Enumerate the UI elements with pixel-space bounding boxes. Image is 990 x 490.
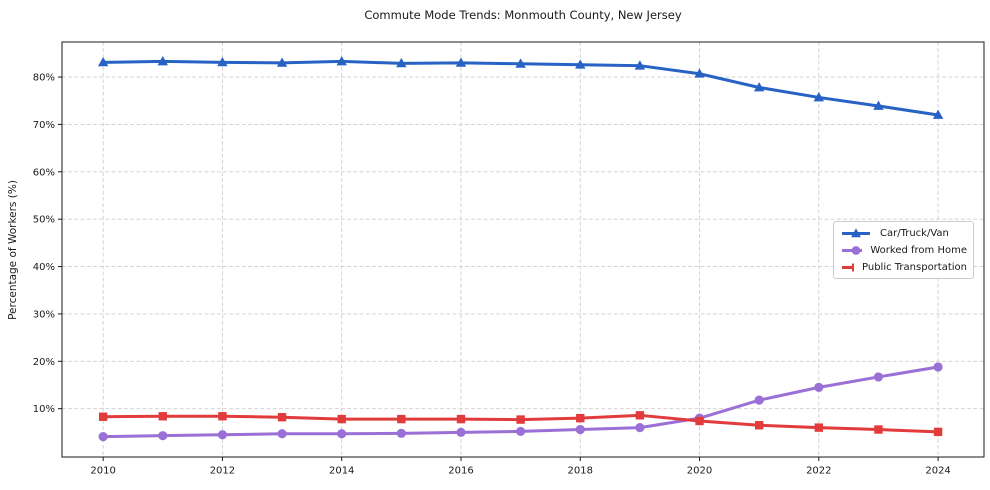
circle-marker	[456, 427, 466, 437]
circle-marker	[217, 430, 228, 440]
square-marker	[337, 414, 346, 424]
triangle-marker	[97, 56, 109, 67]
square-marker	[576, 413, 585, 423]
legend-item: Car/Truck/Van	[840, 225, 967, 241]
circle-marker	[158, 431, 168, 441]
circle-marker	[814, 382, 824, 392]
x-tick-label: 2024	[925, 466, 950, 477]
circle-marker	[933, 362, 943, 372]
y-tick-label: 70%	[33, 120, 55, 131]
y-tick-label: 60%	[33, 167, 55, 178]
square-marker	[456, 414, 466, 424]
square-marker	[516, 415, 525, 424]
legend-item: Public Transportation	[840, 259, 967, 275]
triangle-marker	[813, 92, 825, 102]
x-tick-label: 2010	[90, 466, 115, 477]
square-marker	[635, 411, 645, 420]
y-tick-label: 40%	[33, 262, 55, 273]
square-marker	[218, 412, 227, 421]
x-tick-label: 2022	[806, 466, 831, 477]
triangle-marker	[753, 82, 765, 92]
square-marker	[397, 414, 406, 424]
legend-label: Worked from Home	[870, 244, 967, 256]
triangle-marker	[217, 56, 228, 67]
circle-marker	[98, 432, 108, 442]
legend-item: Worked from Home	[840, 242, 967, 258]
circle-marker	[873, 372, 884, 382]
y-tick-label: 80%	[33, 73, 55, 84]
x-tick-label: 2014	[329, 466, 354, 477]
triangle-marker	[634, 60, 646, 70]
triangle-marker	[851, 227, 861, 237]
square-marker	[852, 263, 855, 271]
x-tick-label: 2020	[687, 466, 712, 477]
x-tick-label: 2012	[210, 466, 235, 477]
legend-label: Car/Truck/Van	[880, 227, 949, 239]
y-tick-label: 50%	[33, 215, 55, 226]
circle-marker	[575, 424, 585, 435]
plot-frame	[61, 41, 985, 458]
circle-marker	[337, 429, 347, 439]
triangle-marker	[873, 100, 884, 110]
circle-marker	[635, 423, 645, 433]
legend-label: Public Transportation	[862, 261, 967, 273]
square-marker	[874, 425, 883, 434]
legend-swatch	[842, 227, 870, 237]
triangle-marker	[396, 57, 407, 68]
y-tick-label: 10%	[33, 404, 55, 415]
triangle-marker	[455, 57, 467, 67]
triangle-marker	[276, 57, 288, 67]
square-marker	[158, 412, 167, 421]
legend-swatch	[842, 245, 863, 255]
triangle-marker	[575, 59, 586, 69]
triangle-marker	[157, 56, 168, 66]
circle-marker	[277, 429, 287, 439]
circle-marker	[851, 245, 861, 255]
square-marker	[695, 416, 704, 426]
y-tick-label: 30%	[33, 309, 55, 320]
legend: Car/Truck/Van Worked from Home Public Tran…	[833, 221, 974, 279]
legend-swatch	[842, 263, 855, 271]
triangle-marker	[336, 56, 347, 66]
square-marker	[814, 423, 824, 432]
triangle-marker	[694, 68, 705, 78]
triangle-marker	[932, 109, 944, 119]
y-tick-label: 20%	[33, 357, 55, 368]
circle-marker	[396, 428, 406, 438]
square-marker	[933, 427, 943, 437]
circle-marker	[754, 395, 764, 405]
circle-marker	[516, 426, 526, 437]
square-marker	[277, 413, 287, 422]
square-marker	[754, 421, 764, 430]
chart-title: Commute Mode Trends: Monmouth County, Ne…	[364, 8, 682, 22]
x-tick-label: 2016	[448, 466, 473, 477]
series-line	[101, 59, 940, 117]
triangle-marker	[515, 58, 526, 68]
x-tick-label: 2018	[568, 466, 593, 477]
square-marker	[98, 412, 108, 421]
